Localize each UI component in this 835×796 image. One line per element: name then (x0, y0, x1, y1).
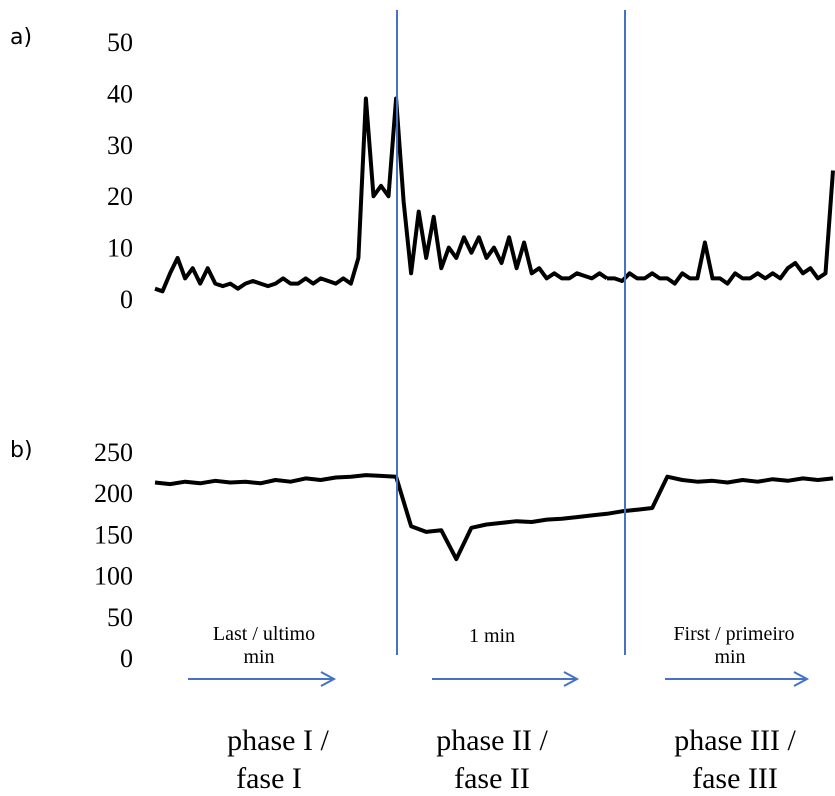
arrow-label-3-line1: First / primeiro (673, 623, 794, 645)
phase-3-label-line1: phase III / (674, 724, 796, 757)
y-tick-label-a-50: 50 (107, 28, 133, 57)
y-tick-label-b-50: 50 (107, 603, 133, 632)
trace-line-a-2 (607, 170, 835, 286)
panel-a-y-ticks: 0 10 20 30 40 50 (107, 28, 133, 314)
arrow-label-1-line2: min (243, 646, 274, 668)
y-tick-label-b-100: 100 (94, 562, 133, 591)
panel-a-label: a) (10, 25, 32, 50)
trace-line-a-1 (154, 96, 609, 294)
arrow-1 (188, 671, 337, 687)
y-tick-label-b-150: 150 (94, 520, 133, 549)
y-tick-label-b-0: 0 (120, 644, 133, 673)
y-tick-label-a-10: 10 (107, 234, 133, 263)
arrow-2 (432, 671, 580, 687)
panel-b-label: b) (10, 438, 33, 463)
y-tick-label-b-200: 200 (94, 479, 133, 508)
y-tick-label-a-40: 40 (107, 79, 133, 108)
phase-2-label-line2: fase II (454, 762, 530, 795)
arrow-label-2-line1: 1 min (469, 625, 515, 647)
phase-2-label-line1: phase II / (436, 724, 548, 757)
panel-b-traces (154, 473, 834, 562)
y-tick-label-a-20: 20 (107, 182, 133, 211)
trace-line-b-1 (154, 473, 834, 562)
panel-b-y-ticks: 0 50 100 150 200 250 (94, 438, 133, 673)
y-tick-label-a-0: 0 (120, 285, 133, 314)
phase-3-label-line2: fase III (692, 762, 778, 795)
arrow-3 (665, 671, 810, 687)
y-tick-label-a-30: 30 (107, 131, 133, 160)
panel-a-traces (154, 96, 835, 294)
arrow-label-1-line1: Last / ultimo (213, 623, 315, 645)
phase-1-label-line2: fase I (236, 762, 302, 795)
phase-1-label-line1: phase I / (227, 724, 329, 757)
y-tick-label-b-250: 250 (94, 438, 133, 467)
arrow-label-3-line2: min (714, 646, 745, 668)
